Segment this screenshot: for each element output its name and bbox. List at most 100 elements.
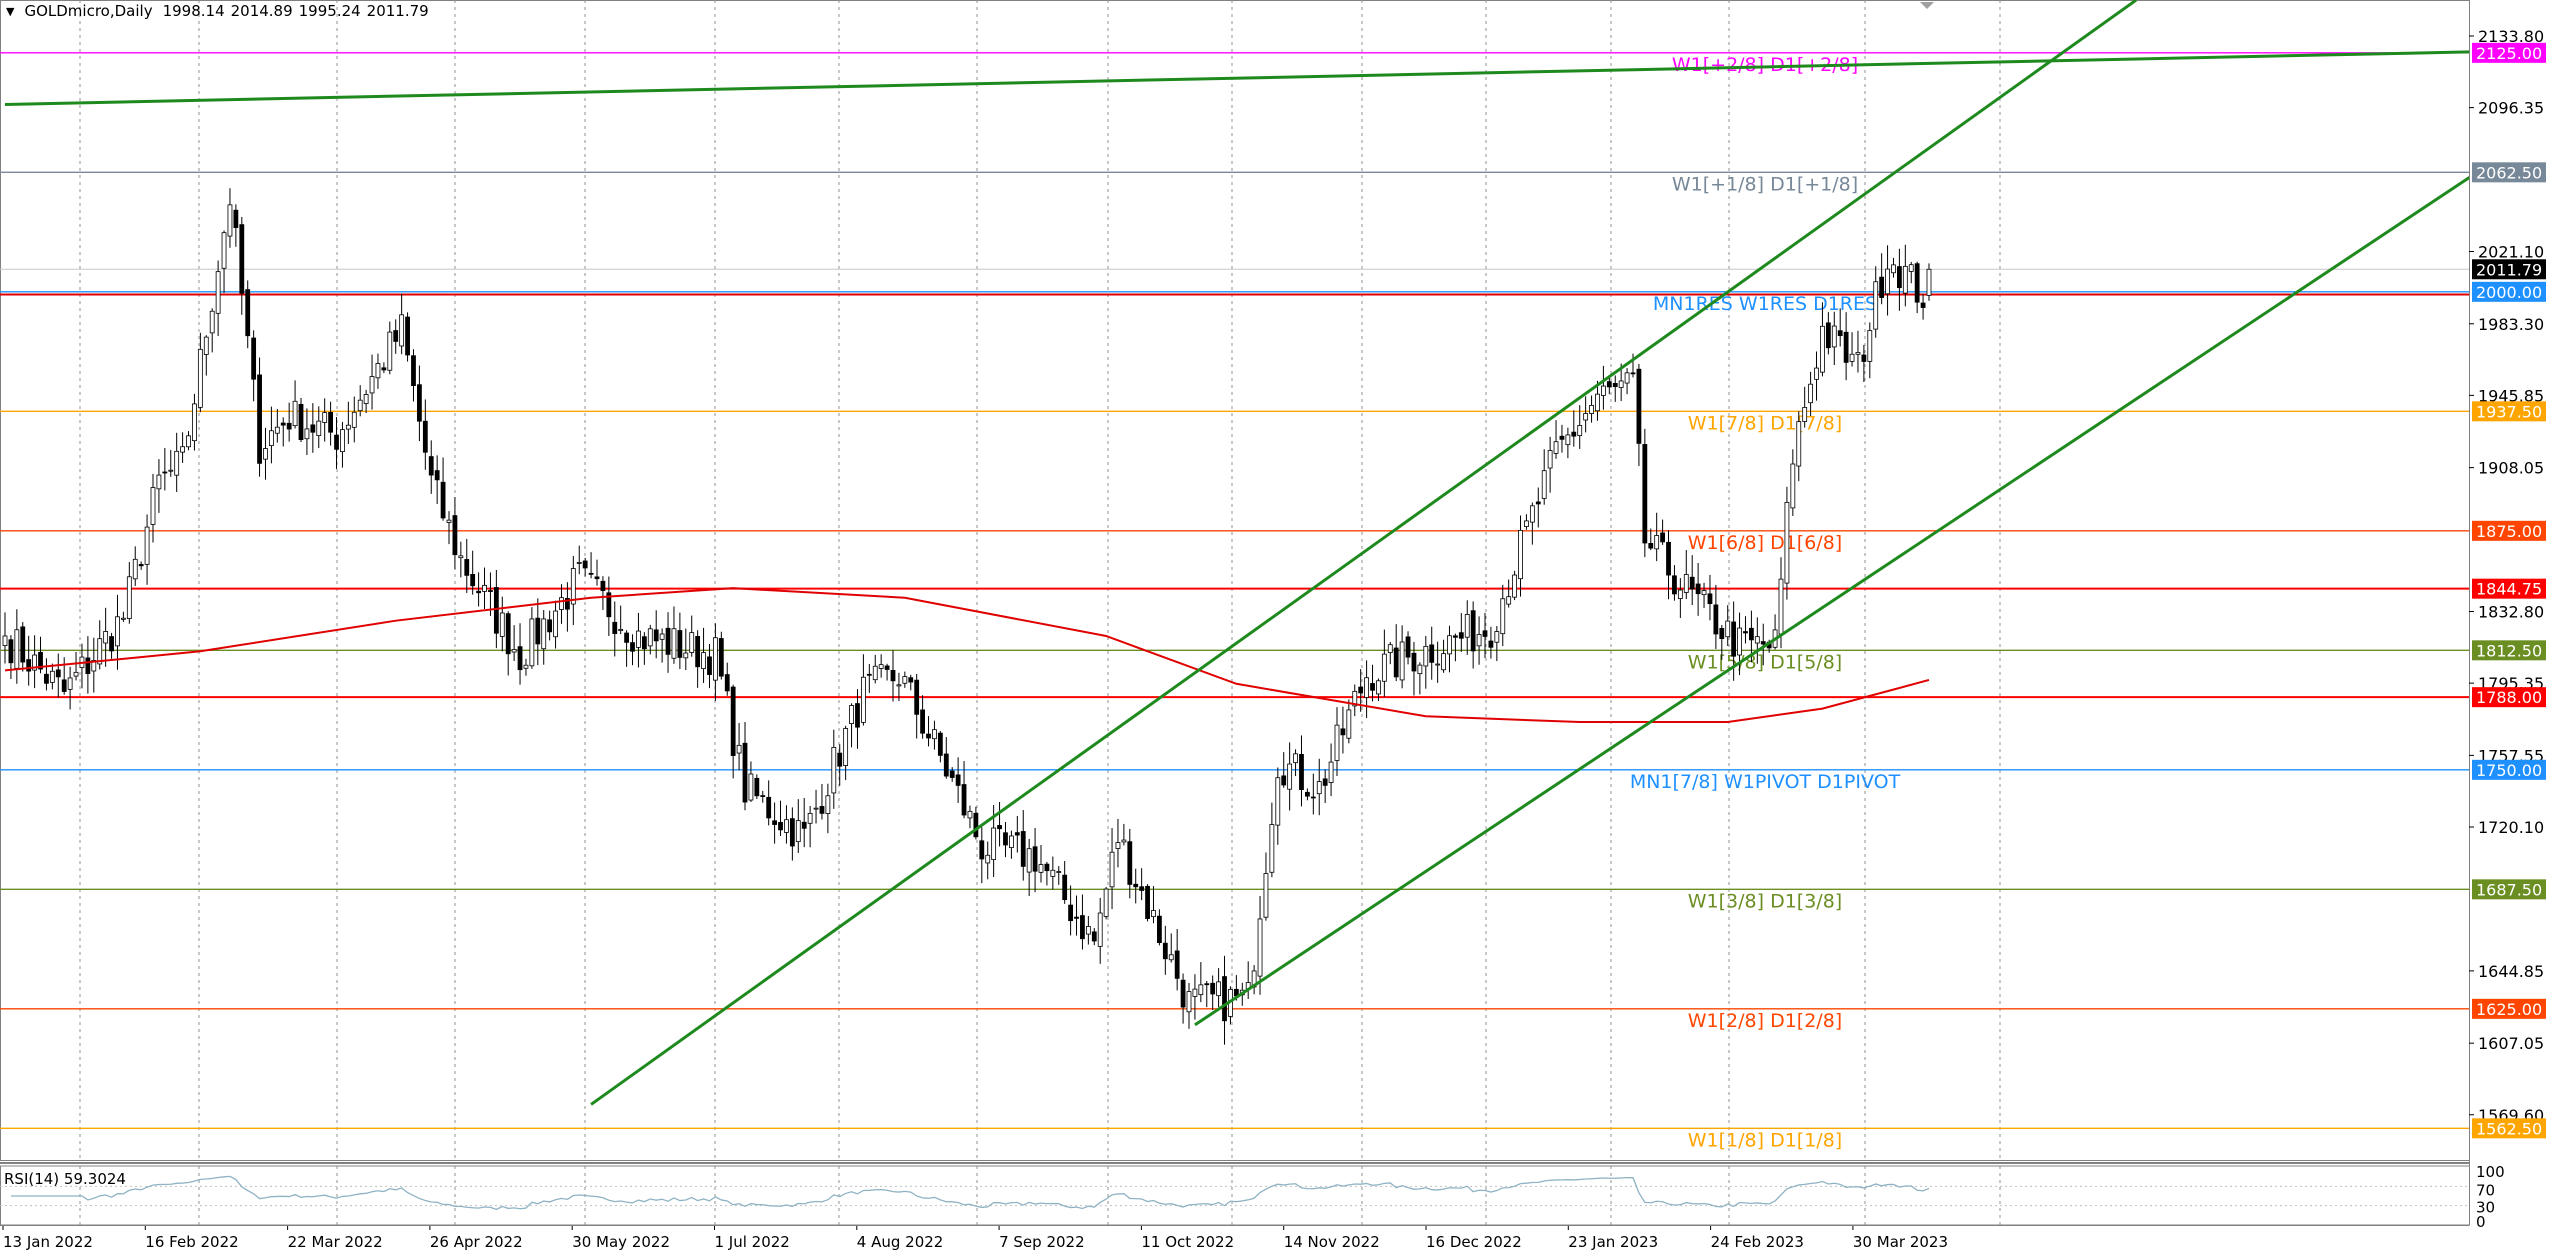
level-label: W1[7/8] D1[7/8] (1688, 412, 1842, 434)
candle-body (192, 403, 197, 442)
level-label: W1[1/8] D1[1/8] (1688, 1129, 1842, 1151)
candle-body (902, 676, 908, 684)
price-tag-label: 1625.00 (2476, 1000, 2542, 1019)
dropdown-triangle-icon[interactable]: ▼ (6, 4, 15, 18)
candle-body (292, 400, 298, 427)
candle-body (399, 314, 405, 347)
candle-body (973, 812, 979, 838)
candle-body (955, 774, 961, 786)
candle-body (1174, 950, 1180, 979)
candle-body (1654, 535, 1660, 550)
candle-body (1162, 942, 1168, 960)
candle-body (624, 632, 629, 643)
candle-body (961, 784, 967, 816)
candle-body (357, 399, 363, 412)
candle-body (115, 616, 120, 647)
candle-body (523, 664, 529, 669)
price-tag-label: 2000.00 (2476, 283, 2542, 302)
candle-body (778, 822, 783, 831)
candle-body (789, 818, 795, 847)
candle-body (1447, 635, 1452, 655)
candle-body (458, 555, 464, 559)
candle-body (600, 580, 606, 591)
candle-body (1494, 631, 1500, 643)
candle-body (1453, 635, 1458, 638)
candle-body (180, 446, 186, 453)
candle-body (73, 671, 79, 677)
level-label: W1[6/8] D1[6/8] (1688, 532, 1842, 554)
candle-body (14, 629, 20, 669)
candle-body (1902, 265, 1908, 294)
level-label: W1[3/8] D1[3/8] (1688, 890, 1842, 912)
candle-body (1222, 976, 1227, 1022)
candle-body (186, 435, 191, 448)
candle-body (1737, 627, 1742, 656)
candle-body (997, 825, 1002, 830)
rsi-tick-label: 0 (2476, 1213, 2486, 1231)
price-tag (2472, 687, 2546, 708)
candle-body (1263, 873, 1269, 918)
candle-body (819, 806, 825, 814)
candle-body (807, 813, 813, 824)
level-label: W1[+2/8] D1[+2/8] (1672, 54, 1858, 76)
candle-body (470, 574, 476, 587)
candle-body (855, 703, 860, 728)
candle-body (1677, 589, 1683, 599)
candle-body (1435, 663, 1441, 666)
candle-body (1820, 325, 1825, 373)
candle-body (1908, 264, 1914, 272)
candle-body (612, 621, 618, 635)
candle-body (375, 363, 381, 379)
candle-body (1618, 380, 1624, 388)
candle-body (328, 411, 334, 433)
candle-body (138, 564, 144, 567)
candle-body (713, 637, 718, 681)
candle-body (736, 744, 742, 754)
candle-body (1589, 404, 1594, 414)
candle-body (1879, 276, 1885, 298)
candle-body (1056, 871, 1062, 873)
candle-body (150, 487, 156, 525)
candle-body (1524, 520, 1529, 527)
candle-body (49, 670, 55, 683)
candle-body (754, 777, 760, 797)
rsi-label: RSI(14) 59.3024 (4, 1170, 126, 1188)
candle-body (1624, 372, 1630, 384)
price-tag (2472, 998, 2546, 1019)
time-label: 1 Jul 2022 (715, 1233, 790, 1251)
rsi-panel-frame (0, 1165, 2470, 1226)
price-tag-label: 1788.00 (2476, 688, 2542, 707)
candle-body (1518, 529, 1523, 580)
candle-body (493, 587, 499, 634)
candle-body (209, 310, 215, 334)
candle-body (801, 821, 807, 829)
candle-body (1630, 372, 1636, 375)
price-tick-label: 1983.30 (2478, 315, 2544, 334)
candle-body (322, 412, 328, 423)
candle-body (1186, 991, 1192, 1013)
candle-body (221, 232, 227, 269)
candle-body (1050, 869, 1056, 877)
candle-body (1749, 627, 1754, 641)
candle-body (405, 316, 410, 356)
candle-body (1529, 505, 1535, 523)
time-label: 4 Aug 2022 (857, 1233, 944, 1251)
candle-body (215, 271, 221, 314)
price-tag (2472, 640, 2546, 661)
candle-body (872, 665, 878, 681)
candle-body (1601, 385, 1606, 396)
time-label: 30 Mar 2023 (1853, 1233, 1948, 1251)
candle-body (61, 679, 67, 692)
candle-body (671, 628, 677, 659)
candle-body (1085, 926, 1091, 935)
candle-body (298, 403, 304, 441)
candle-body (1488, 640, 1494, 648)
candle-body (1612, 382, 1618, 388)
candle-body (695, 636, 701, 668)
candle-body (310, 424, 316, 433)
candle-body (914, 679, 920, 715)
candle-body (529, 618, 535, 667)
candle-body (1784, 501, 1790, 584)
candle-body (1565, 434, 1571, 446)
